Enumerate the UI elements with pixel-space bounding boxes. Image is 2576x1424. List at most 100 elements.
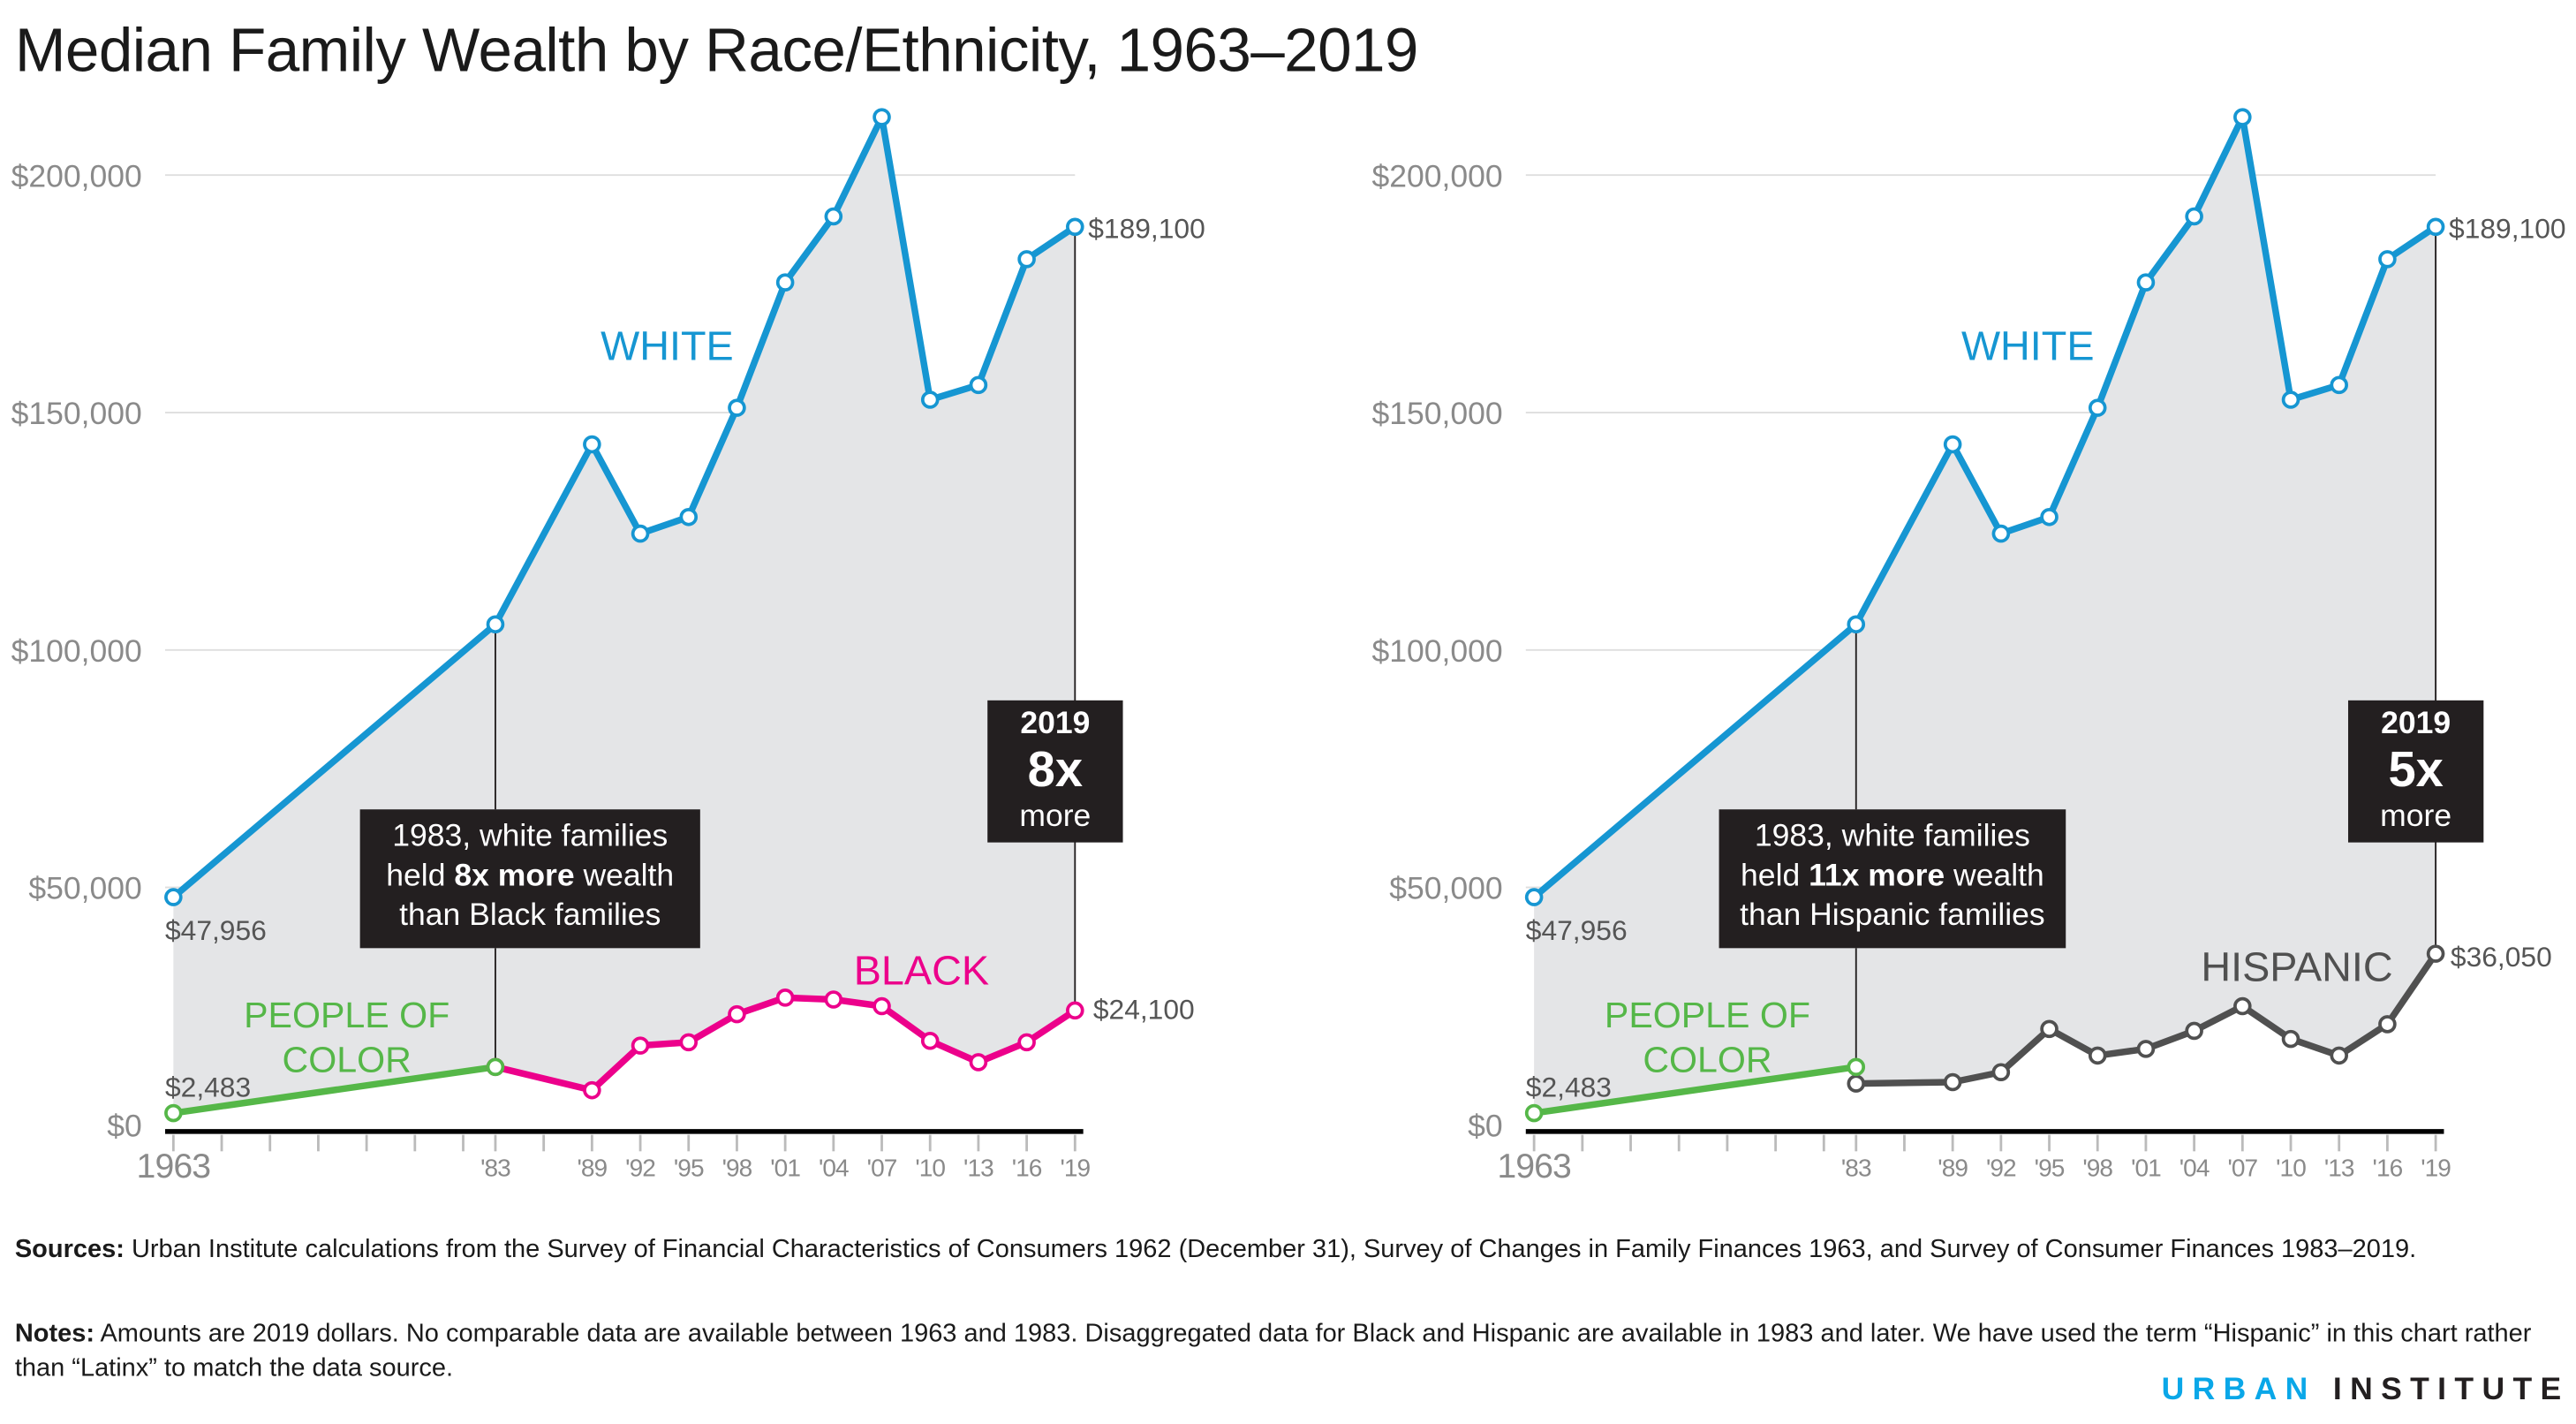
annotation-emphasis: 11x more [1809,859,1945,894]
year-box-year: 2019 [2381,707,2451,742]
data-point-hispanic [2040,1019,2059,1039]
x-tick-label: '95 [674,1154,704,1181]
x-tick-label: 1963 [1497,1147,1571,1185]
annotation-line: held 11x more wealth [1719,857,2066,897]
y-tick-label: $100,000 [1371,633,1502,669]
data-point-hispanic [1943,1072,1962,1092]
value-black-end: $24,100 [1093,994,1195,1026]
data-point-white [583,435,601,454]
notes-note: Notes: Amounts are 2019 dollars. No comp… [15,1316,2542,1386]
x-tick-label: '16 [2373,1154,2403,1181]
chart-white-vs-hispanic: $0 $50,000 $100,000 $150,000 $200,000 1963 '83… [1361,0,2576,1206]
data-point-white [775,273,795,292]
logo-word-institute: INSTITUTE [2332,1372,2570,1408]
y-tick-label: $100,000 [11,633,142,669]
annotation-text: held [386,859,455,894]
x-tick-label: '95 [2035,1154,2065,1181]
data-point-hispanic [2281,1029,2300,1049]
data-point-white [164,888,183,906]
annotation-line: 1983, white families [1754,819,2030,854]
annotation-text: wealth [574,859,675,894]
data-point-white [1991,524,2011,543]
label-poc-2: COLOR [283,1040,412,1080]
y-tick-label: $50,000 [1389,871,1502,906]
sources-note: Sources: Urban Institute calculations fr… [15,1232,2542,1267]
y-tick-label: $200,000 [11,158,142,193]
value-white-end: $189,100 [2449,212,2565,244]
annotation-1983: 1983, white families held 8x more wealth… [359,809,700,949]
x-tick-label: '01 [770,1154,800,1181]
annotation-line: held 8x more wealth [360,857,700,897]
label-poc-2: COLOR [1643,1040,1771,1080]
x-tick-label: '92 [1986,1154,2016,1181]
data-point-black [631,1036,650,1055]
data-point-white [728,398,746,417]
label-hispanic: HISPANIC [2201,944,2392,990]
data-point-white [1943,435,1962,454]
chart-svg: $0 $50,000 $100,000 $150,000 $200,000 1963 '83… [11,108,1205,1185]
data-point-people-of-color [164,1103,183,1123]
y-tick-label: $150,000 [11,396,142,431]
data-point-hispanic [2185,1021,2203,1041]
data-point-white [1066,217,1084,237]
data-point-white [873,108,891,126]
x-tick-label: '01 [2131,1154,2161,1181]
chart-svg: $0 $50,000 $100,000 $150,000 $200,000 1963 '83… [1371,108,2566,1185]
annotation-2019: 2019 8x more [987,700,1123,843]
data-point-hispanic [2330,1046,2348,1065]
value-poc-start: $2,483 [1526,1072,1612,1103]
data-point-white [2426,217,2445,237]
x-tick-label: '07 [2227,1154,2257,1181]
x-tick-label: 1963 [137,1147,211,1185]
data-point-white [2040,507,2059,526]
data-point-hispanic [2136,1040,2156,1058]
data-point-black [1066,1001,1084,1020]
x-tick-label: '19 [2421,1154,2451,1181]
year-box-word: more [2380,799,2452,835]
label-poc-1: PEOPLE OF [244,995,449,1035]
x-tick-label: '83 [480,1154,510,1181]
notes-label: Notes: [14,1320,95,1348]
data-point-black [1017,1033,1036,1052]
sources-label: Sources: [14,1235,125,1264]
x-tick-label: '92 [625,1154,655,1181]
data-point-white [969,375,988,395]
year-box-multiple: 8x [1027,743,1084,799]
label-white: WHITE [601,323,734,369]
data-point-white [824,207,843,226]
data-point-white [2378,250,2397,269]
x-tick-label: '10 [915,1154,945,1181]
data-point-white [920,390,940,409]
data-point-hispanic [2378,1015,2397,1034]
label-white: WHITE [1961,323,2095,369]
data-point-black [679,1033,699,1052]
chart-white-vs-black: $0 $50,000 $100,000 $150,000 $200,000 1963 '83… [0,0,1288,1206]
label-black: BLACK [854,947,989,993]
x-tick-label: '89 [577,1154,607,1181]
year-box-word: more [1019,799,1092,835]
annotation-text: held [1741,859,1809,894]
value-white-end: $189,100 [1088,212,1205,244]
data-point-people-of-color [1847,1057,1866,1077]
data-point-white [2281,390,2300,409]
notes-text: Amounts are 2019 dollars. No comparable … [14,1320,2532,1383]
data-point-hispanic [2088,1046,2107,1065]
year-box-multiple: 5x [2388,743,2444,799]
y-tick-label: $150,000 [1371,396,1502,431]
data-point-black [873,996,891,1016]
x-tick-label: '19 [1060,1154,1090,1181]
logo-word-urban: URBAN [2161,1372,2316,1408]
series-line-people-of-color [1533,1064,1857,1117]
data-point-hispanic [2233,996,2252,1016]
data-point-hispanic [2426,944,2445,963]
data-point-people-of-color [486,1057,505,1077]
urban-institute-logo: URBAN INSTITUTE [2162,1373,2570,1409]
data-point-people-of-color [1524,1103,1544,1123]
x-tick-label: '13 [963,1154,993,1181]
annotation-line: than Black families [399,898,661,934]
data-point-hispanic [1991,1063,2011,1082]
x-tick-label: '98 [722,1154,752,1181]
year-box-year: 2019 [1020,707,1091,742]
x-tick-label: '83 [1841,1154,1871,1181]
data-point-black [920,1031,940,1050]
